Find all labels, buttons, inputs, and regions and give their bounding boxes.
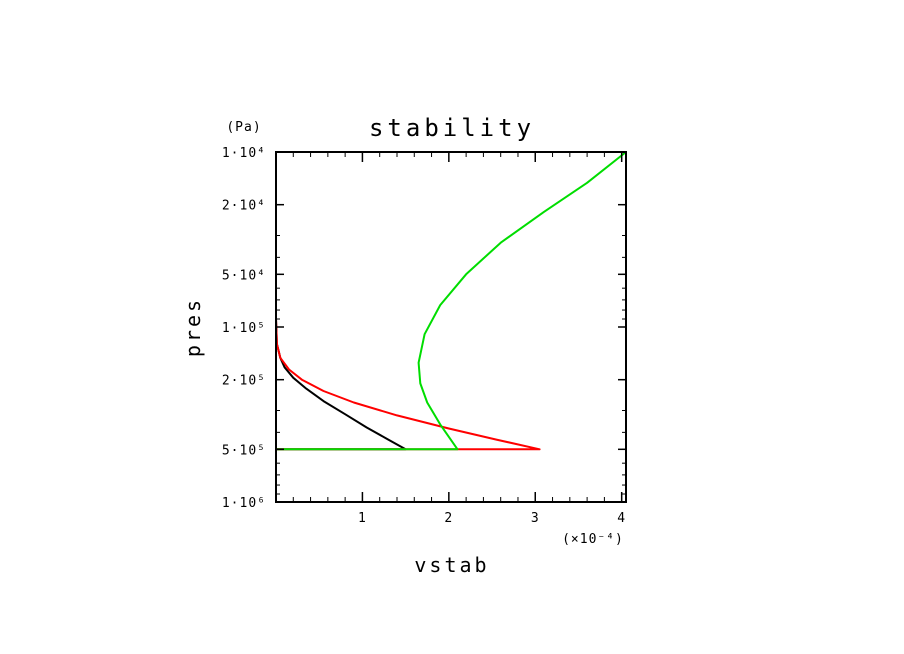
- series-line-2: [275, 152, 541, 502]
- x-tick-label: 2: [444, 511, 453, 526]
- y-tick-label: 1·10⁴: [222, 146, 266, 161]
- x-tick-label: 3: [531, 511, 540, 526]
- x-tick-label: 4: [617, 511, 626, 526]
- y-tick-label: 1·10⁶: [222, 496, 266, 511]
- series-line-3: [275, 151, 627, 502]
- y-tick-label: 1·10⁵: [222, 321, 266, 336]
- y-tick-label: 2·10⁴: [222, 199, 266, 214]
- y-axis-label: pres: [181, 297, 205, 357]
- series-layer: [275, 151, 627, 502]
- y-tick-label: 5·10⁵: [222, 443, 266, 458]
- chart-title: stability: [369, 114, 535, 142]
- x-axis-label: vstab: [414, 553, 489, 577]
- x-tick-label: 1: [358, 511, 367, 526]
- ticks-layer: 1 2 3 4 1·10⁴ 2·10⁴ 5·10⁴ 1·10⁵ 2·10⁵ 5·10⁵ 1·10⁶: [222, 146, 626, 526]
- y-tick-label: 2·10⁵: [222, 374, 266, 389]
- y-axis-unit: (Pa): [226, 120, 261, 135]
- x-axis-unit: (×10⁻⁴): [562, 532, 624, 547]
- y-tick-label: 5·10⁴: [222, 268, 266, 283]
- plot-frame: [275, 151, 627, 503]
